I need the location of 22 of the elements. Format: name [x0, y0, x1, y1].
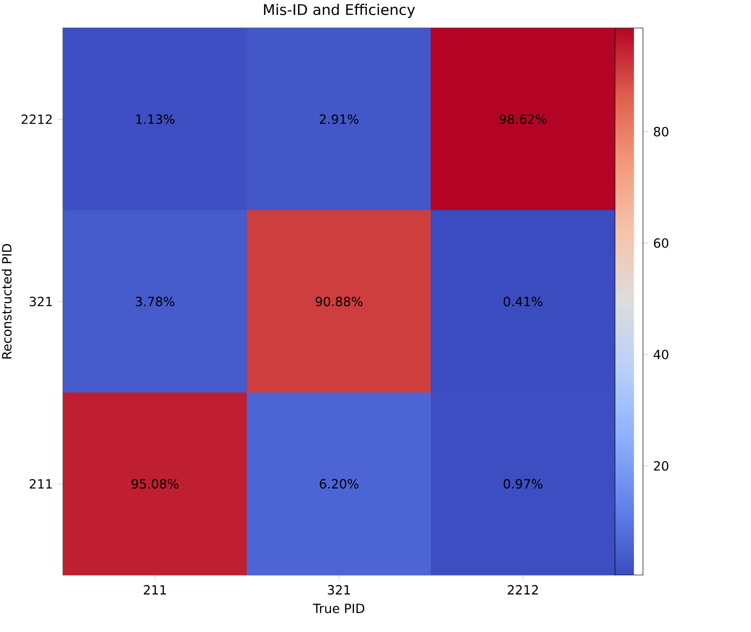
x-axis-title: True PID: [312, 604, 364, 614]
y-tick-label: 211: [30, 479, 52, 489]
color-bar-label: 20: [654, 461, 668, 471]
data-label: 95.08%: [132, 479, 178, 489]
x-tick-label: 321: [328, 585, 350, 595]
data-label: 6.20%: [320, 479, 358, 489]
color-bar-label: 80: [654, 126, 668, 136]
chart-title: Mis-ID and Efficiency: [264, 4, 415, 18]
data-label: 2.91%: [320, 114, 358, 124]
color-bar-label: 60: [654, 238, 668, 248]
data-label: 90.88%: [316, 296, 362, 306]
color-bar-label: 40: [654, 350, 668, 360]
y-tick-label: 2212: [22, 114, 52, 124]
x-tick-label: 2212: [508, 585, 538, 594]
y-axis-title: Reconstructed PID: [2, 244, 12, 359]
data-label: 0.41%: [504, 296, 542, 306]
x-tick-label: 211: [144, 585, 166, 594]
y-tick-label: 321: [30, 296, 52, 306]
data-label: 1.13%: [136, 114, 174, 124]
data-label: 98.62%: [500, 114, 546, 124]
data-label: 0.97%: [504, 479, 542, 489]
data-label: 3.78%: [136, 296, 174, 306]
